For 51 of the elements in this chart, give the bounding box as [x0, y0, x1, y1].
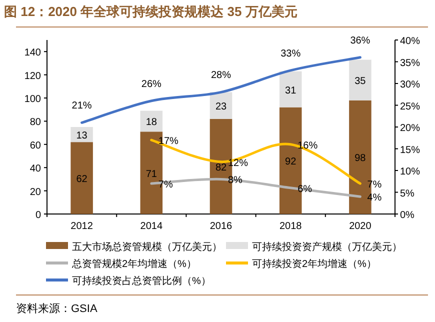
x-tick-label: 2018 — [279, 221, 302, 232]
data-label: 36% — [350, 35, 370, 46]
y-tick-label: 80 — [30, 117, 42, 128]
y2-tick-label: 15% — [400, 144, 420, 156]
data-label: 18 — [146, 117, 158, 128]
x-tick-label: 2012 — [70, 221, 94, 232]
data-label: 71 — [146, 168, 158, 180]
x-tick-label: 2016 — [210, 221, 233, 232]
data-label: 82 — [215, 162, 227, 174]
y-tick-label: 60 — [30, 140, 42, 152]
y2-tick-label: 30% — [400, 80, 420, 90]
y2-tick-label: 5% — [400, 188, 415, 200]
data-label: 33% — [280, 48, 301, 60]
data-label: 35 — [354, 76, 366, 88]
y2-tick-label: 20% — [400, 123, 420, 134]
chart-title: 图 12：2020 年全球可持续投资规模达 35 万亿美元 — [4, 4, 298, 19]
y-tick-label: 140 — [24, 48, 42, 59]
data-label: 28% — [210, 70, 232, 82]
y2-tick-label: 35% — [400, 58, 420, 69]
data-label: 31 — [285, 85, 297, 96]
y2-tick-label: 40% — [400, 36, 420, 47]
text: 资料来源：GSIA — [16, 302, 98, 315]
y-tick-label: 0 — [35, 210, 42, 221]
data-label: 6% — [298, 184, 312, 195]
y-tick-label: 120 — [24, 70, 42, 82]
bar — [70, 142, 93, 214]
y2-tick-label: 10% — [400, 166, 420, 178]
y-tick-label: 40 — [30, 164, 42, 175]
legend-label: 可持续投资资产规模（万亿美元） — [252, 241, 402, 253]
legend-label: 可持续投资2年均增速（%） — [252, 258, 376, 270]
bar — [349, 60, 372, 100]
y-tick-label: 20 — [30, 186, 42, 198]
data-label: 8% — [228, 175, 243, 186]
legend-label: 可持续投资占总资管比例（%） — [72, 275, 211, 287]
data-label: 7% — [158, 180, 173, 191]
data-label: 21% — [72, 100, 92, 112]
legend-label: 五大市场总资管规模（万亿美元） — [72, 241, 222, 253]
y2-tick-label: 0% — [400, 210, 415, 221]
data-label: 92 — [285, 156, 297, 168]
y2-tick-label: 25% — [400, 101, 420, 112]
line-series — [150, 178, 362, 198]
legend-label: 总资管规模2年均增速（%） — [71, 258, 196, 270]
data-label: 62 — [76, 174, 88, 186]
x-tick-label: 2020 — [349, 221, 372, 232]
x-tick-label: 2014 — [140, 221, 163, 232]
data-label: 26% — [141, 78, 162, 90]
y-tick-label: 100 — [24, 94, 42, 105]
data-label: 23 — [215, 102, 227, 113]
bar — [279, 71, 302, 108]
data-label: 98 — [354, 153, 366, 164]
data-label: 13 — [76, 130, 88, 142]
